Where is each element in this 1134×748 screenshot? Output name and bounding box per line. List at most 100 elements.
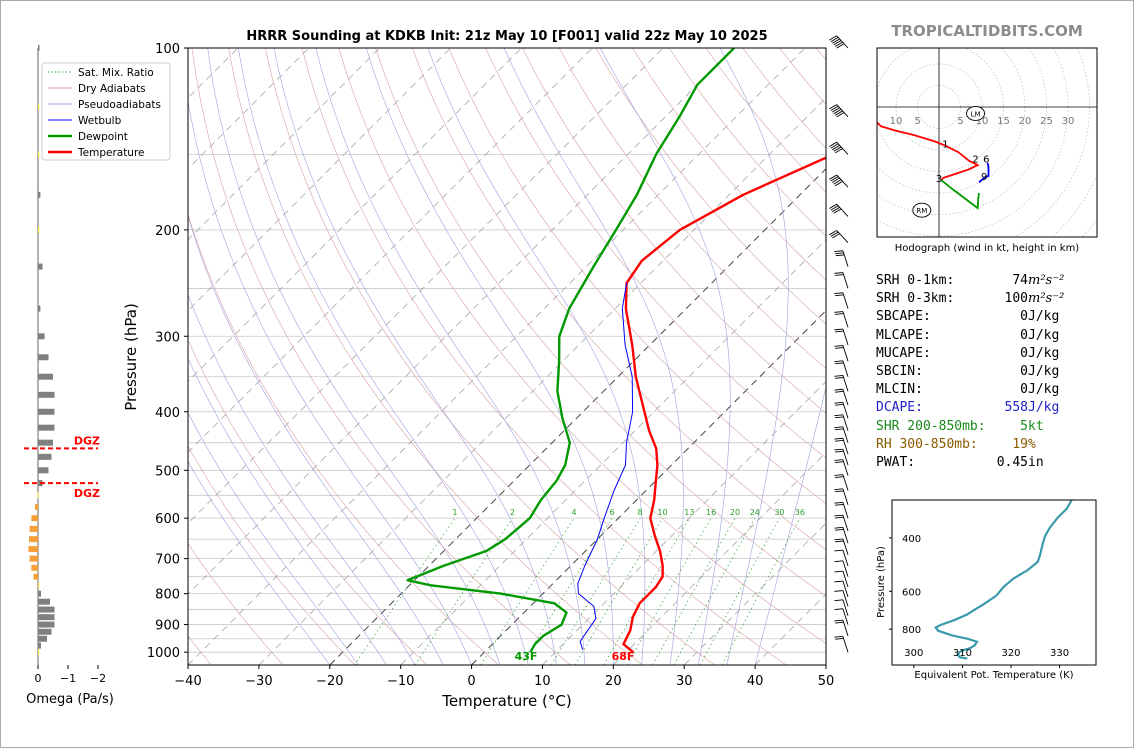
dgz-label: DGZ [74, 487, 100, 500]
stat-key: PWAT: [876, 454, 916, 470]
stat-unit: m²s⁻² [1028, 291, 1065, 307]
y-tick-label: 500 [155, 464, 180, 479]
stat-unit: in [1028, 454, 1044, 470]
x-tick-label: 50 [818, 674, 835, 689]
wind-barb [834, 360, 849, 377]
surface-temperature-label: 68F [612, 650, 635, 663]
wind-barb [829, 104, 849, 118]
wind-barb [834, 448, 849, 466]
y-tick-label: 1000 [147, 646, 180, 661]
mixing-ratio-line [480, 518, 575, 665]
theta-e-y-label: Pressure (hPa) [876, 546, 887, 618]
wind-barb [834, 580, 849, 598]
x-tick-label: −20 [316, 674, 343, 689]
skewt-plot [188, 48, 826, 665]
stat-unit: J/kg [1028, 363, 1060, 379]
legend-label: Dry Adiabats [78, 83, 146, 95]
stat-key: SHR 200-850mb: [876, 418, 986, 434]
hodograph-tick-label: 20 [1019, 116, 1032, 127]
pseudoadiabat [754, 385, 826, 665]
wind-barb [834, 474, 849, 491]
wind-barb [834, 311, 849, 328]
dry-adiabat [522, 48, 826, 414]
dry-adiabat [188, 445, 356, 665]
y-tick-label: 200 [155, 224, 180, 239]
stat-unit: J/kg [1028, 345, 1060, 361]
stat-value: 0 [1020, 309, 1028, 325]
stat-value: 0 [1020, 327, 1028, 343]
theta-e-plot [934, 500, 1073, 660]
surface-dewpoint-label: 43F [515, 650, 538, 663]
hodograph-height-label: 6 [983, 155, 989, 166]
wind-barb [834, 560, 849, 577]
wind-barb [834, 549, 849, 567]
pseudoadiabat [599, 48, 731, 665]
theta-e-axes [891, 499, 1097, 666]
omega-bar [38, 263, 43, 270]
x-tick-label: 30 [676, 674, 693, 689]
stat-row: MUCAPE: 0 J/kg [876, 345, 1076, 363]
omega-bar [29, 536, 38, 543]
wind-barb [829, 230, 849, 244]
hodograph-height-label: 2 [972, 155, 978, 166]
wind-barb [834, 328, 849, 346]
mixing-ratio-line [673, 518, 756, 665]
wind-barb [834, 388, 849, 406]
pseudoadiabat [188, 460, 331, 665]
stat-key: SBCAPE: [876, 309, 931, 325]
dry-adiabat [301, 48, 787, 665]
hodograph-trace [940, 179, 980, 210]
pseudoadiabat [188, 412, 359, 665]
y-axis-label: Pressure (hPa) [122, 303, 140, 411]
y-tick-label: 800 [155, 588, 180, 603]
wind-barb [834, 426, 849, 443]
isotherm [542, 380, 826, 665]
omega-bar [38, 373, 53, 380]
hodograph-tick-label: 30 [1062, 116, 1075, 127]
theta-e-y-tick-label: 800 [902, 625, 921, 636]
theta-e-x-tick-label: 300 [904, 648, 923, 659]
omega-bar [29, 525, 38, 532]
omega-bar [38, 582, 40, 589]
theta-e-profile [934, 500, 1073, 660]
omega-bar [38, 642, 41, 649]
pseudoadiabat [238, 48, 529, 665]
chart-title: HRRR Sounding at KDKB Init: 21z May 10 [… [246, 29, 767, 44]
pseudoadiabat [366, 48, 614, 665]
omega-bar [38, 439, 53, 446]
stat-value: 19 [1012, 436, 1028, 452]
stat-value: 0.45 [996, 454, 1028, 470]
storm-motion-label: RM [916, 207, 927, 215]
mixing-ratio-label: 16 [706, 508, 716, 517]
stat-row: SBCAPE: 0 J/kg [876, 308, 1076, 326]
stat-value: 5 [1020, 418, 1028, 434]
omega-bar [38, 649, 40, 656]
x-tick-label: −10 [387, 674, 414, 689]
mixing-ratio-label: 10 [657, 508, 667, 517]
omega-bar [35, 503, 38, 510]
storm-motion-marker [966, 105, 985, 121]
stat-value: 74 [1012, 273, 1028, 288]
wind-barb [829, 141, 849, 155]
mixing-ratio-line [652, 518, 736, 665]
hodograph-caption: Hodograph (wind in kt, height in km) [895, 243, 1080, 254]
omega-tick-label: −2 [90, 672, 106, 685]
stat-unit: J/kg [1028, 400, 1060, 416]
pseudoadiabat [188, 357, 387, 665]
dry-adiabat [595, 48, 826, 325]
dewpoint-profile [406, 48, 735, 653]
legend-label: Temperature [77, 147, 145, 159]
omega-bar [38, 598, 50, 605]
pseudoadiabat [188, 215, 444, 665]
mixing-ratio-line [354, 517, 456, 665]
hodograph-trace [978, 162, 990, 183]
x-tick-label: 40 [747, 674, 764, 689]
stat-unit: J/kg [1028, 382, 1060, 398]
omega-bar [38, 424, 55, 431]
omega-bar [38, 614, 55, 621]
omega-tick-label: 0 [35, 672, 42, 685]
omega-bar [38, 391, 55, 398]
mixing-ratio-label: 20 [730, 508, 740, 517]
x-axis-label: Temperature (°C) [441, 692, 571, 710]
